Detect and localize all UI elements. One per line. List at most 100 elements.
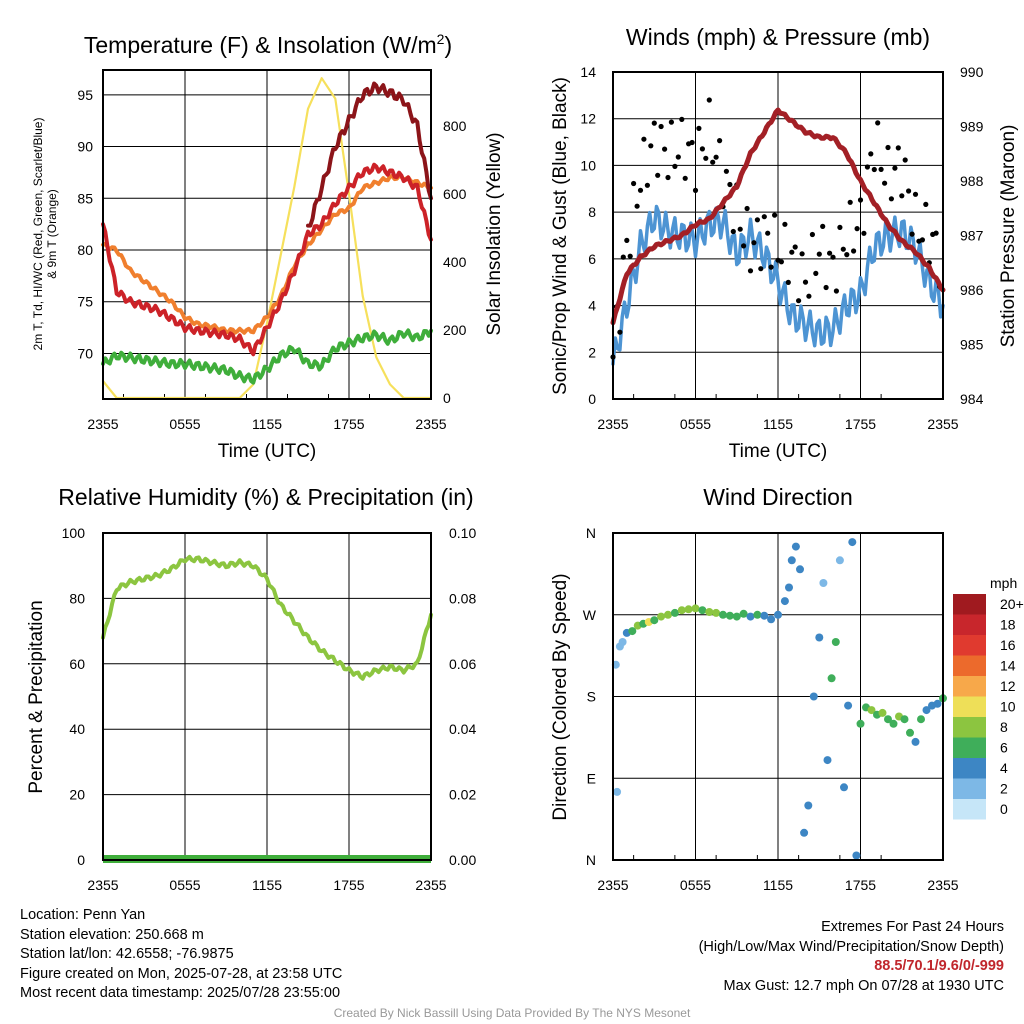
gust-point (772, 212, 778, 218)
gust-point (878, 166, 884, 172)
temperature-title: Temperature (F) & Insolation (W/m2) (84, 31, 452, 58)
winds-xlabel: Time (UTC) (729, 441, 828, 462)
temperature-xtick-label: 2355 (87, 416, 118, 432)
humidity-plot-frame (102, 532, 432, 861)
pressure-line (610, 107, 946, 326)
temp-2m-line (101, 162, 433, 357)
gust-point (717, 138, 723, 144)
direction-point (889, 719, 898, 728)
gust-point (820, 223, 826, 229)
gust-point (816, 251, 822, 257)
heat-index-line (306, 81, 433, 228)
direction-point (753, 610, 762, 619)
humidity-ytick-label: 80 (69, 590, 85, 606)
winds-y2tick-label: 987 (960, 228, 984, 244)
winds-xtick-label: 2355 (927, 416, 958, 432)
direction-point (856, 719, 865, 728)
max-gust-text: Max Gust: 12.7 mph On 07/28 at 1930 UTC (723, 977, 1004, 994)
gust-point (851, 248, 857, 254)
gust-point (672, 163, 678, 169)
temperature-xtick-label: 1155 (252, 416, 282, 432)
gust-point (741, 243, 747, 249)
direction-point (691, 604, 700, 613)
gust-point (782, 221, 788, 227)
direction-point (670, 608, 679, 617)
gust-point (806, 293, 812, 299)
direction-point (809, 692, 818, 701)
winds-title: Winds (mph) & Pressure (mb) (626, 24, 930, 50)
direction-point (746, 612, 755, 621)
gust-point (861, 230, 867, 236)
temperature-xlabel: Time (UTC) (218, 441, 317, 462)
winds-xtick-label: 1755 (845, 416, 876, 432)
gust-point (871, 166, 877, 173)
direction-plot-frame (612, 532, 944, 861)
gust-point (875, 120, 881, 126)
legend-label: 14 (1000, 658, 1016, 674)
direction-point (800, 828, 809, 837)
gust-point (827, 250, 833, 256)
gust-point (813, 270, 819, 276)
gust-point (847, 199, 853, 205)
gust-point (662, 146, 668, 152)
humidity-y2tick-label: 0.04 (449, 721, 476, 737)
humidity-ytick-label: 0 (77, 852, 85, 868)
gust-point (747, 268, 754, 274)
winds-panel: Winds (mph) & Pressure (mb) 2355 0555 1155… (550, 24, 1019, 462)
extremes-values: 88.5/70.1/9.6/0/-999 (874, 958, 1004, 974)
temperature-ytick-label: 90 (77, 139, 93, 155)
direction-point (804, 801, 813, 810)
direction-point (739, 609, 748, 618)
humidity-xtick-label: 0555 (169, 877, 200, 893)
temperature-y2tick-label: 800 (443, 118, 467, 134)
direction-point (760, 611, 769, 620)
temperature-y2tick-label: 400 (443, 254, 467, 270)
temperature-xtick-label: 0555 (169, 416, 200, 432)
dewpoint-line (101, 328, 433, 385)
direction-point (787, 556, 796, 565)
humidity-y2tick-label: 0.08 (449, 590, 476, 606)
legend-swatch (953, 717, 986, 738)
temperature-y2tick-label: 200 (443, 322, 467, 338)
direction-point (911, 737, 920, 746)
gust-point (789, 249, 795, 255)
gust-point (710, 159, 716, 165)
direction-point (684, 605, 693, 614)
direction-point (900, 715, 909, 724)
direction-point (796, 565, 804, 574)
gust-point (912, 191, 919, 197)
direction-point (725, 611, 734, 620)
winds-ytick-label: 4 (588, 298, 596, 314)
winds-xtick-label: 1155 (763, 416, 793, 432)
direction-point (819, 579, 828, 587)
legend-swatch (953, 614, 986, 635)
gust-point (854, 226, 860, 232)
legend-swatch (953, 799, 986, 820)
direction-point (844, 701, 853, 710)
gust-point (830, 254, 836, 260)
gust-point (840, 246, 846, 252)
direction-point (867, 706, 876, 715)
winds-xtick-label: 2355 (597, 416, 628, 432)
gust-point (723, 168, 730, 174)
legend-label: 6 (1000, 740, 1008, 756)
gust-point (899, 193, 905, 199)
direction-point (835, 556, 844, 565)
temperature-ytick-label: 70 (77, 345, 93, 361)
gust-point (754, 217, 761, 223)
direction-point (657, 612, 666, 621)
gust-point (727, 181, 733, 188)
gust-point (668, 119, 675, 125)
gust-point (906, 188, 912, 194)
direction-point (698, 606, 707, 615)
direction-ytick-label: N (586, 852, 596, 868)
temperature-y2tick-label: 0 (443, 390, 451, 406)
winds-y2tick-label: 985 (960, 337, 984, 353)
gust-point (641, 136, 647, 142)
gust-point (658, 123, 664, 130)
direction-point (628, 627, 637, 636)
gust-point (682, 175, 688, 181)
direction-point (831, 638, 840, 646)
gust-point (651, 120, 657, 126)
gust-point (761, 214, 767, 220)
